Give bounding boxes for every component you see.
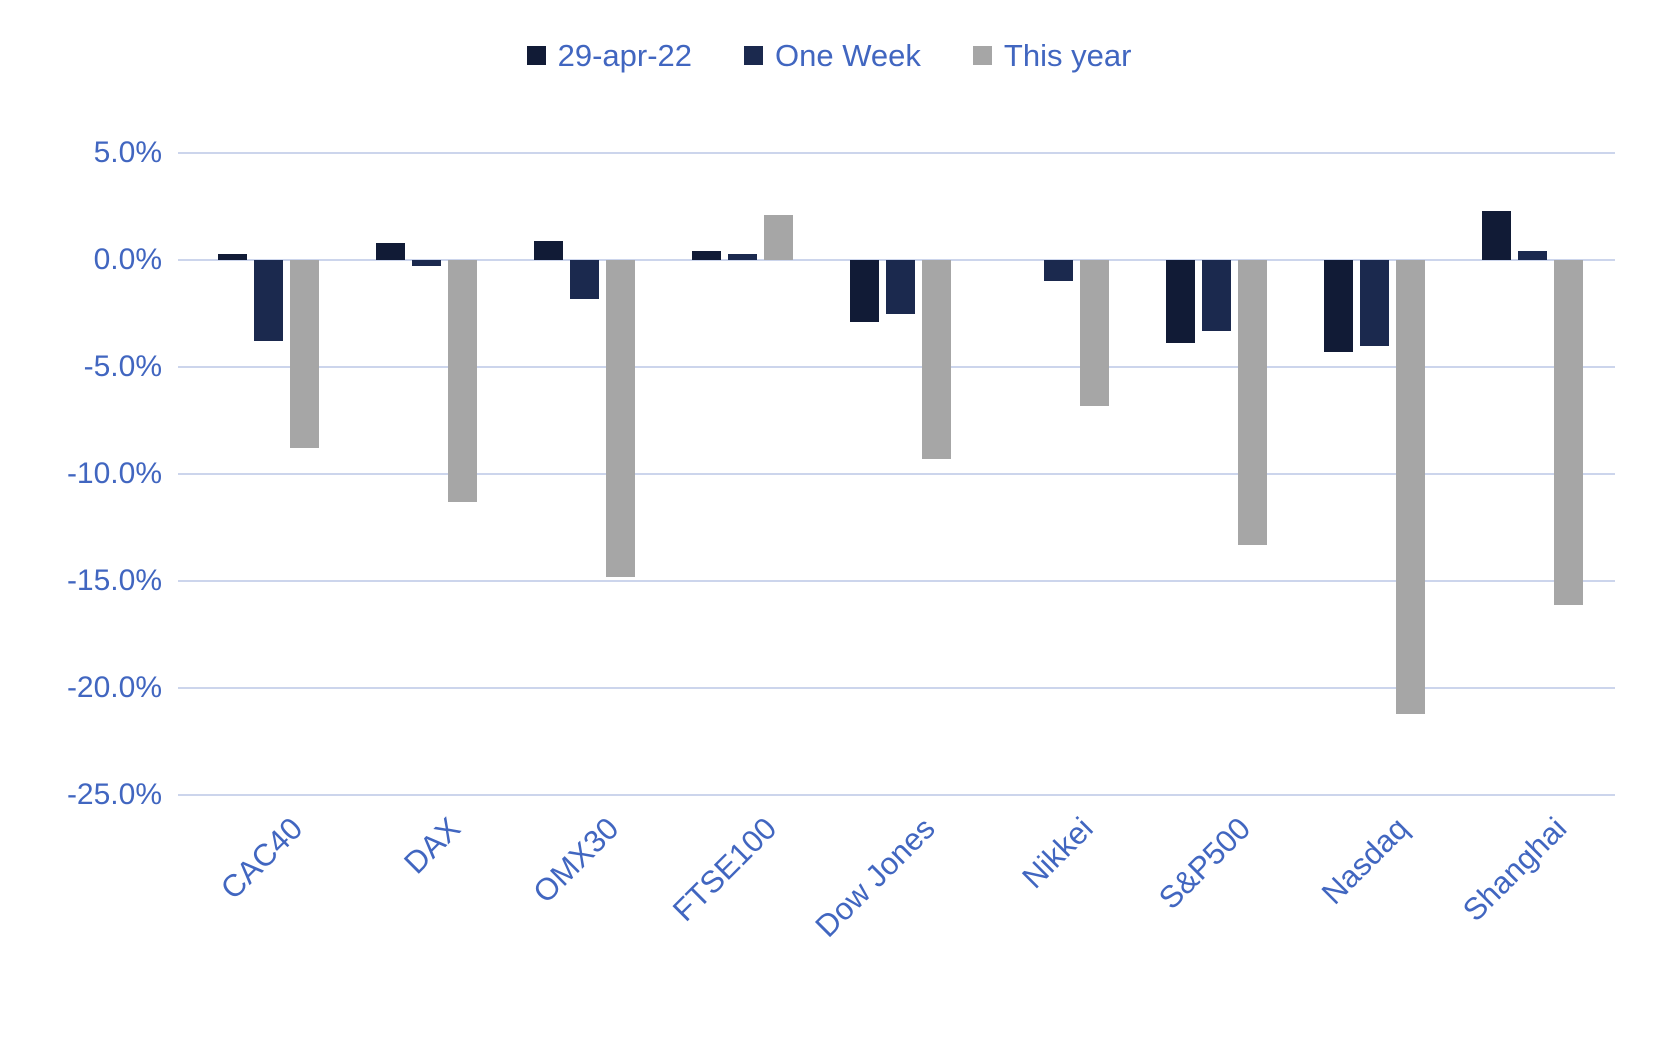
bar-shanghai-2: [1518, 251, 1547, 260]
bar-dax-1: [376, 242, 405, 260]
x-axis-label-shanghai: Shanghai: [1455, 810, 1574, 928]
bar-dax-2: [412, 260, 441, 267]
legend-item-2: One Week: [744, 40, 921, 71]
bar-omx30-1: [534, 240, 563, 260]
bar-omx30-2: [570, 260, 599, 299]
bar-nikkei-2: [1044, 260, 1073, 282]
gridline--5.0%: [178, 366, 1615, 368]
bar-ftse100-3: [764, 215, 793, 260]
legend-label: 29-apr-22: [557, 38, 693, 73]
y-axis-tick-label: -5.0%: [83, 350, 162, 383]
legend-swatch-icon: [972, 46, 992, 65]
x-axis-label-dowjones: Dow Jones: [808, 810, 942, 944]
y-axis-tick-label: -15.0%: [66, 564, 162, 597]
legend-swatch-icon: [526, 46, 546, 65]
bar-nasdaq-2: [1360, 260, 1389, 346]
bar-sp500-3: [1238, 260, 1267, 545]
chart-legend: 29-apr-22 One Week This year: [0, 40, 1658, 71]
bar-dax-3: [448, 260, 477, 502]
x-axis-label-cac40: CAC40: [213, 810, 310, 907]
y-axis-tick-label: -10.0%: [66, 457, 162, 490]
x-axis-label-nikkei: Nikkei: [1014, 810, 1100, 896]
bar-dowjones-3: [922, 260, 951, 460]
bar-nasdaq-3: [1396, 260, 1425, 714]
gridline-5.0%: [178, 152, 1615, 154]
bar-dowjones-1: [850, 260, 879, 323]
bar-ftse100-2: [728, 253, 757, 260]
legend-swatch-icon: [744, 46, 764, 65]
bar-shanghai-3: [1554, 260, 1583, 605]
y-axis-tick-label: 0.0%: [93, 243, 162, 276]
gridline--20.0%: [178, 687, 1615, 689]
bar-nasdaq-1: [1324, 260, 1353, 353]
bar-cac40-1: [218, 253, 247, 260]
legend-label: This year: [1003, 38, 1132, 73]
bar-shanghai-1: [1482, 210, 1511, 260]
y-axis-tick-label: -20.0%: [66, 671, 162, 704]
y-axis-tick-label: 5.0%: [93, 136, 162, 169]
gridline--10.0%: [178, 473, 1615, 475]
y-axis-tick-label: -25.0%: [66, 778, 162, 811]
bar-cac40-2: [254, 260, 283, 342]
x-axis-label-dax: DAX: [397, 810, 468, 881]
bar-sp500-2: [1202, 260, 1231, 331]
x-axis-label-omx30: OMX30: [526, 810, 626, 910]
bar-omx30-3: [606, 260, 635, 577]
bar-nikkei-3: [1080, 260, 1109, 406]
bar-cac40-3: [290, 260, 319, 449]
gridline--25.0%: [178, 794, 1615, 796]
legend-item-3: This year: [972, 38, 1132, 73]
bar-dowjones-2: [886, 260, 915, 314]
bar-ftse100-1: [692, 251, 721, 260]
gridline--15.0%: [178, 580, 1615, 582]
legend-label: One Week: [775, 38, 921, 73]
bar-sp500-1: [1166, 260, 1195, 344]
x-axis-label-nasdaq: Nasdaq: [1315, 810, 1416, 911]
x-axis-label-sp500: S&P500: [1152, 810, 1258, 916]
legend-item-1: 29-apr-22: [526, 38, 693, 73]
x-axis-label-ftse100: FTSE100: [665, 810, 784, 928]
